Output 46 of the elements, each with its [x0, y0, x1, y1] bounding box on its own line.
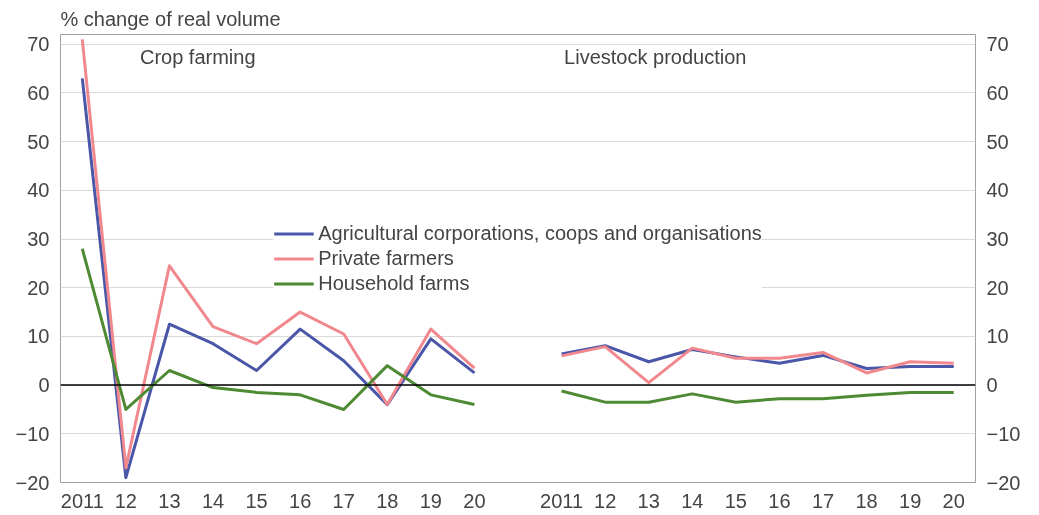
y2-tick-label: 0	[986, 374, 998, 397]
legend-label: Household farms	[318, 271, 470, 295]
y2-tick-label: 50	[986, 130, 1009, 153]
y2-tick-label: −20	[986, 471, 1021, 494]
y2-tick-label: 40	[986, 179, 1009, 202]
annotation: Crop farming	[139, 45, 256, 68]
x-tick-label: 19	[899, 489, 922, 512]
y2-tick-label: 20	[986, 276, 1009, 299]
y-tick-label: −10	[15, 422, 50, 445]
x-tick-label: 20	[463, 489, 486, 512]
x-tick-label: 13	[637, 489, 660, 512]
x-tick-label: 17	[811, 489, 835, 512]
x-tick-label: 15	[245, 489, 268, 512]
y2-tick-label: 30	[986, 228, 1009, 251]
x-tick-label: 14	[681, 489, 704, 512]
legend-label: Agricultural corporations, coops and organisations	[318, 221, 762, 245]
y-tick-label: 50	[27, 130, 50, 153]
y-tick-label: 20	[27, 276, 50, 299]
y-tick-label: 0	[38, 374, 50, 397]
x-tick-label: 18	[376, 489, 399, 512]
x-tick-label: 15	[724, 489, 747, 512]
x-tick-label: 17	[332, 489, 355, 512]
x-tick-label: 12	[594, 489, 617, 512]
y-tick-label: 40	[27, 179, 50, 202]
y-axis-title: % change of real volume	[60, 7, 281, 30]
x-tick-label: 2011	[540, 489, 584, 512]
y2-tick-label: 70	[986, 33, 1009, 56]
x-tick-label: 2011	[60, 489, 104, 512]
x-tick-label: 13	[158, 489, 181, 512]
y-tick-label: −20	[15, 471, 50, 494]
y2-tick-label: 10	[986, 325, 1009, 348]
y2-tick-label: −10	[986, 422, 1021, 445]
x-tick-label: 18	[855, 489, 878, 512]
x-tick-label: 14	[201, 489, 225, 512]
x-tick-label: 19	[419, 489, 442, 512]
x-tick-label: 16	[768, 489, 791, 512]
x-tick-label: 12	[114, 489, 137, 512]
y-tick-label: 70	[27, 33, 50, 56]
y-tick-label: 10	[27, 325, 50, 348]
annotation: Livestock production	[564, 45, 747, 68]
x-tick-label: 20	[942, 489, 965, 512]
x-tick-label: 16	[289, 489, 312, 512]
y-tick-label: 30	[27, 228, 50, 251]
legend-label: Private farmers	[318, 246, 454, 270]
y-tick-label: 60	[27, 81, 50, 104]
y2-tick-label: 60	[986, 81, 1009, 104]
